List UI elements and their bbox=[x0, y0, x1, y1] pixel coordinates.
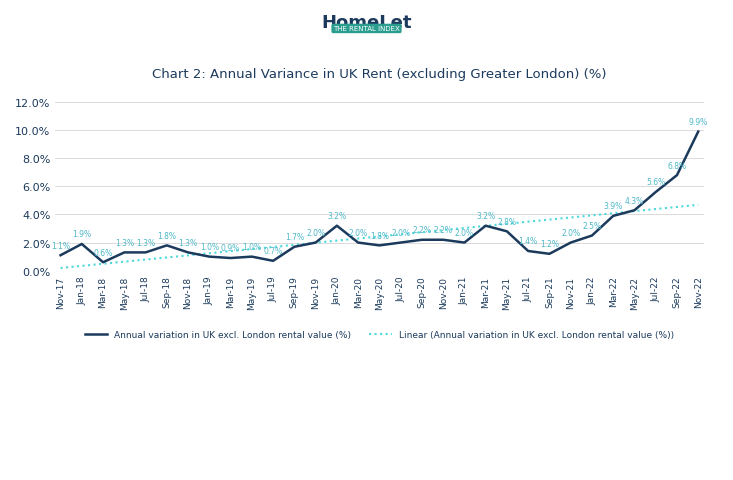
Text: 2.2%: 2.2% bbox=[434, 226, 453, 235]
Text: 2.0%: 2.0% bbox=[455, 228, 474, 238]
Text: 2.0%: 2.0% bbox=[391, 228, 410, 238]
Text: 2.0%: 2.0% bbox=[561, 228, 581, 238]
Text: HomeLet: HomeLet bbox=[321, 14, 412, 32]
Text: 1.2%: 1.2% bbox=[540, 240, 559, 249]
Text: 5.6%: 5.6% bbox=[646, 178, 666, 187]
Text: 2.5%: 2.5% bbox=[583, 222, 602, 230]
Text: 1.3%: 1.3% bbox=[136, 239, 155, 247]
Title: Chart 2: Annual Variance in UK Rent (excluding Greater London) (%): Chart 2: Annual Variance in UK Rent (exc… bbox=[152, 68, 607, 81]
Text: 2.2%: 2.2% bbox=[413, 226, 432, 235]
Text: 2.0%: 2.0% bbox=[349, 228, 368, 238]
Text: 1.4%: 1.4% bbox=[519, 237, 538, 246]
Text: 1.0%: 1.0% bbox=[243, 242, 262, 252]
Text: 1.8%: 1.8% bbox=[370, 231, 389, 240]
Text: 1.9%: 1.9% bbox=[73, 230, 92, 239]
Text: 4.3%: 4.3% bbox=[625, 196, 644, 205]
Text: 9.9%: 9.9% bbox=[688, 118, 708, 127]
Text: 3.2%: 3.2% bbox=[328, 212, 347, 221]
Text: 0.6%: 0.6% bbox=[93, 248, 113, 257]
Text: 3.2%: 3.2% bbox=[476, 212, 496, 221]
Text: 1.8%: 1.8% bbox=[158, 231, 177, 240]
Text: 1.3%: 1.3% bbox=[179, 239, 198, 247]
Text: 1.0%: 1.0% bbox=[200, 242, 219, 252]
Text: 2.8%: 2.8% bbox=[498, 217, 517, 226]
Text: 1.3%: 1.3% bbox=[115, 239, 134, 247]
Text: 3.9%: 3.9% bbox=[603, 202, 623, 211]
Text: 1.7%: 1.7% bbox=[285, 233, 304, 242]
Text: 0.7%: 0.7% bbox=[263, 247, 283, 256]
Text: 0.9%: 0.9% bbox=[221, 244, 240, 253]
Text: 2.0%: 2.0% bbox=[306, 228, 325, 238]
Text: 1.1%: 1.1% bbox=[51, 241, 70, 250]
Text: 6.8%: 6.8% bbox=[668, 161, 687, 170]
Text: THE RENTAL INDEX: THE RENTAL INDEX bbox=[333, 26, 400, 32]
Legend: Annual variation in UK excl. London rental value (%), Linear (Annual variation i: Annual variation in UK excl. London rent… bbox=[81, 327, 678, 343]
